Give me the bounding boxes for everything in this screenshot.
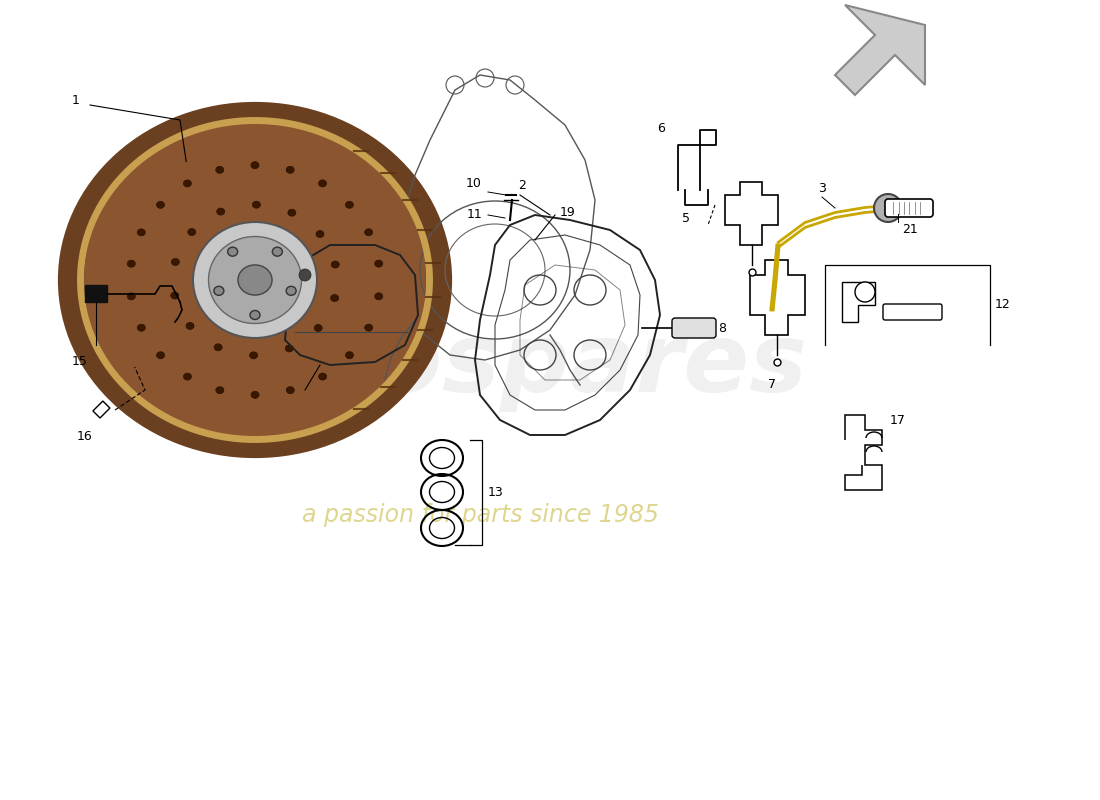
- Text: 9: 9: [296, 395, 304, 408]
- Ellipse shape: [217, 208, 224, 215]
- FancyBboxPatch shape: [672, 318, 716, 338]
- Text: 2: 2: [518, 179, 526, 192]
- Text: 21: 21: [902, 223, 917, 236]
- Text: a passion for parts since 1985: a passion for parts since 1985: [301, 503, 659, 527]
- Ellipse shape: [138, 324, 145, 331]
- Polygon shape: [835, 5, 925, 95]
- Ellipse shape: [292, 294, 300, 301]
- Ellipse shape: [286, 286, 296, 295]
- Ellipse shape: [172, 258, 179, 266]
- Ellipse shape: [210, 259, 218, 266]
- Ellipse shape: [250, 310, 260, 319]
- Text: 12: 12: [996, 298, 1011, 311]
- Ellipse shape: [128, 293, 135, 300]
- Ellipse shape: [214, 344, 222, 350]
- Circle shape: [299, 269, 311, 281]
- Ellipse shape: [319, 373, 327, 380]
- Ellipse shape: [331, 294, 339, 302]
- Ellipse shape: [375, 293, 383, 300]
- Ellipse shape: [209, 291, 217, 298]
- Ellipse shape: [288, 210, 296, 216]
- Ellipse shape: [128, 260, 135, 267]
- Text: 6: 6: [657, 122, 665, 134]
- Ellipse shape: [82, 122, 427, 438]
- Ellipse shape: [315, 325, 322, 331]
- Ellipse shape: [250, 352, 257, 359]
- Ellipse shape: [192, 222, 317, 338]
- Ellipse shape: [138, 229, 145, 236]
- Text: 16: 16: [77, 430, 92, 443]
- Ellipse shape: [188, 229, 196, 235]
- Text: 3: 3: [818, 182, 826, 195]
- Ellipse shape: [270, 239, 277, 246]
- Ellipse shape: [213, 286, 224, 295]
- Text: 1: 1: [72, 94, 80, 106]
- Text: 5: 5: [682, 211, 690, 225]
- Ellipse shape: [345, 352, 353, 358]
- Text: 17: 17: [890, 414, 906, 426]
- Ellipse shape: [345, 202, 353, 208]
- Text: eurospares: eurospares: [192, 318, 807, 411]
- Ellipse shape: [286, 386, 295, 394]
- Ellipse shape: [156, 352, 165, 358]
- Text: 19: 19: [560, 206, 575, 218]
- Ellipse shape: [316, 230, 324, 238]
- Ellipse shape: [319, 180, 327, 187]
- Bar: [92, 401, 110, 418]
- Bar: [85, 285, 107, 302]
- Text: 10: 10: [466, 177, 482, 190]
- Text: 13: 13: [488, 486, 504, 498]
- Ellipse shape: [136, 150, 418, 410]
- Ellipse shape: [285, 345, 294, 352]
- Ellipse shape: [216, 166, 223, 174]
- Ellipse shape: [228, 247, 238, 256]
- Circle shape: [855, 282, 875, 302]
- Ellipse shape: [186, 322, 194, 330]
- Ellipse shape: [184, 180, 191, 187]
- Circle shape: [874, 194, 902, 222]
- Ellipse shape: [293, 262, 301, 269]
- Text: 8: 8: [718, 322, 726, 334]
- Ellipse shape: [235, 238, 243, 245]
- Ellipse shape: [331, 261, 339, 268]
- Ellipse shape: [251, 391, 260, 398]
- Ellipse shape: [238, 265, 272, 295]
- Ellipse shape: [365, 324, 373, 331]
- Ellipse shape: [375, 260, 383, 267]
- Ellipse shape: [273, 247, 283, 256]
- FancyBboxPatch shape: [883, 304, 942, 320]
- Ellipse shape: [251, 162, 258, 169]
- Text: 7: 7: [768, 378, 776, 391]
- Ellipse shape: [170, 292, 179, 299]
- Text: 11: 11: [466, 209, 482, 222]
- Ellipse shape: [156, 202, 165, 208]
- Ellipse shape: [232, 314, 241, 321]
- Ellipse shape: [216, 386, 223, 394]
- FancyBboxPatch shape: [886, 199, 933, 217]
- Ellipse shape: [286, 166, 294, 174]
- Text: 15: 15: [72, 355, 88, 368]
- Ellipse shape: [267, 315, 275, 322]
- Ellipse shape: [252, 201, 261, 208]
- Ellipse shape: [365, 229, 373, 236]
- Ellipse shape: [209, 237, 301, 323]
- Ellipse shape: [184, 373, 191, 380]
